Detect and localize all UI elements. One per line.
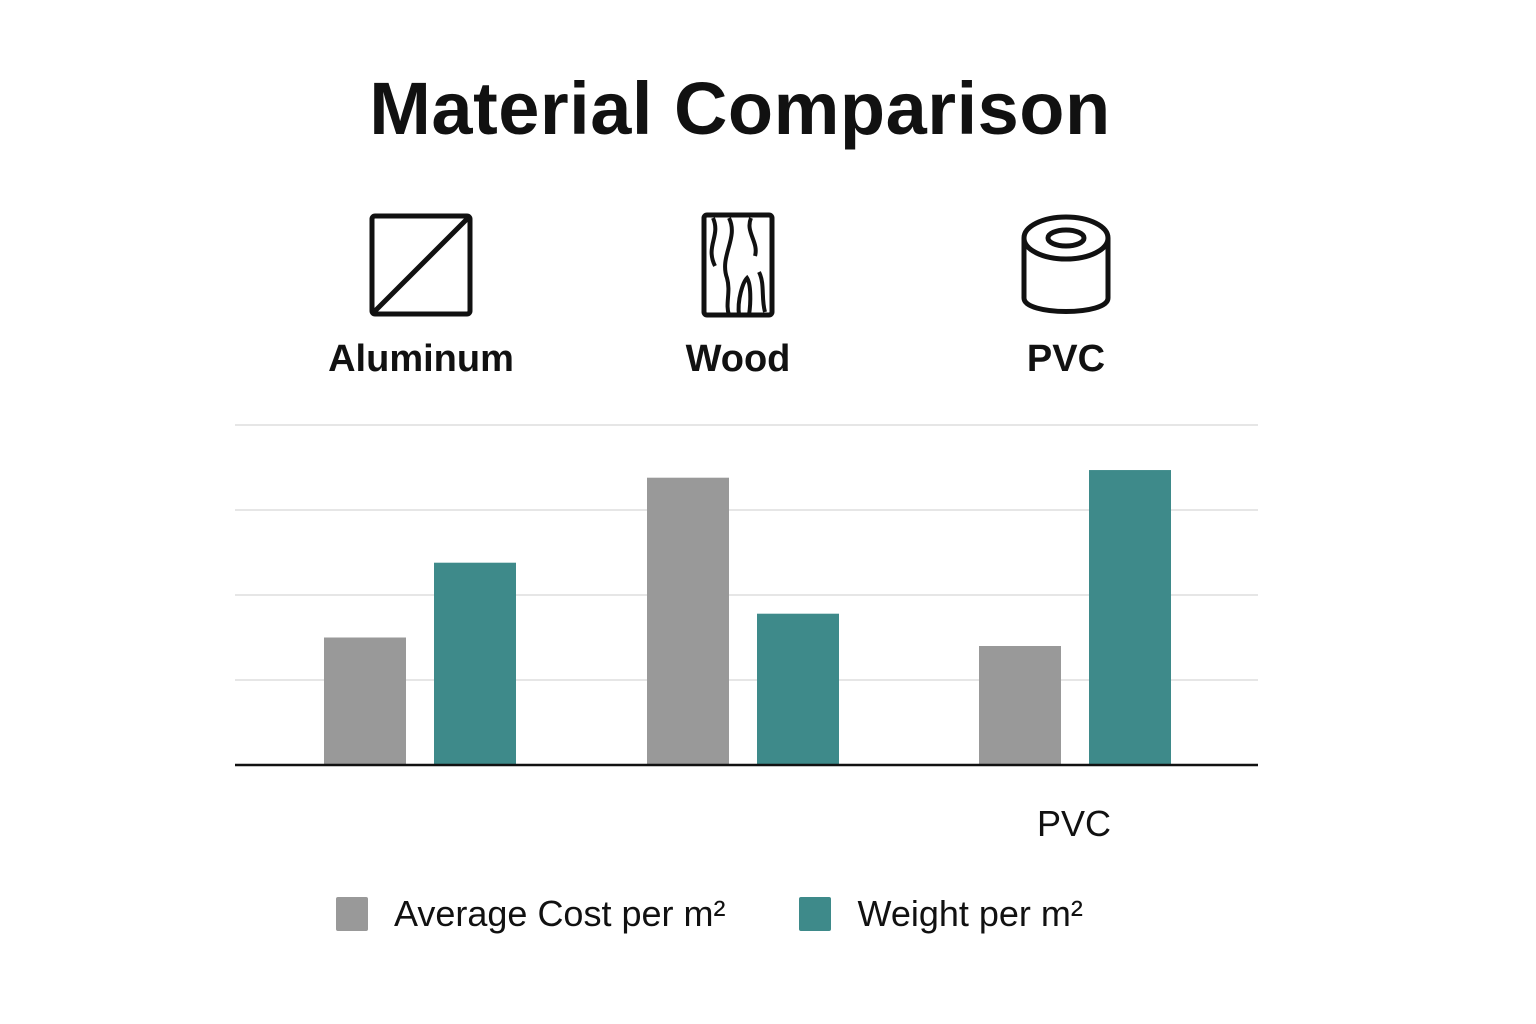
wood-grain-icon xyxy=(701,212,775,318)
bar-cost-pvc xyxy=(979,646,1061,765)
legend-swatch-weight xyxy=(799,897,832,931)
legend-item-cost: Average Cost per m² xyxy=(336,893,725,935)
x-tick-label: PVC xyxy=(1037,803,1112,844)
material-label-aluminum: Aluminum xyxy=(328,338,514,380)
legend-swatch-cost xyxy=(336,897,368,931)
material-label-pvc: PVC xyxy=(1026,338,1106,380)
legend-label-cost: Average Cost per m² xyxy=(394,893,726,934)
aluminum-profile-icon xyxy=(369,213,473,317)
material-pvc: PVC xyxy=(946,212,1186,381)
bar-cost-wood xyxy=(647,477,729,765)
legend-label-weight: Weight per m² xyxy=(857,893,1083,934)
bar-cost-aluminum xyxy=(324,637,406,765)
chart-title: Material Comparison xyxy=(369,67,1111,150)
bar-weight-wood xyxy=(757,613,839,765)
material-aluminum: Aluminum xyxy=(301,212,541,381)
material-wood: Wood xyxy=(618,212,858,381)
pvc-roll-icon xyxy=(1021,214,1111,314)
legend: Average Cost per m² Weight per m² xyxy=(336,893,1157,935)
material-label-wood: Wood xyxy=(685,338,791,380)
bar-weight-aluminum xyxy=(434,562,516,765)
bar-weight-pvc xyxy=(1089,470,1171,765)
legend-item-weight: Weight per m² xyxy=(799,893,1083,935)
